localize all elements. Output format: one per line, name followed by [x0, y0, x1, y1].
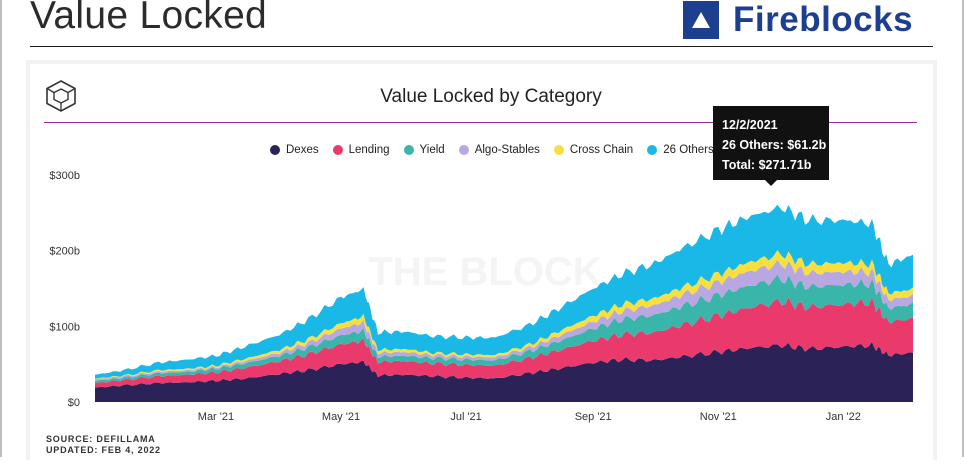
page-title: Value Locked	[30, 0, 268, 37]
legend-label: Lending	[348, 144, 390, 156]
brand-name: Fireblocks	[733, 0, 914, 39]
x-tick-label: Jul '21	[450, 411, 481, 423]
legend-label: Dexes	[286, 144, 319, 156]
legend-label: Cross Chain	[569, 144, 634, 156]
y-tick-label: $300b	[49, 170, 80, 182]
chart-title: Value Locked by Category	[380, 86, 602, 107]
area-series-algo-stables[interactable]	[95, 259, 913, 381]
chart-tooltip: 12/2/2021 26 Others: $61.2b Total: $271.…	[713, 106, 829, 180]
chart-legend: Dexes Lending Yield Algo-Stables Cross Chain…	[270, 144, 714, 156]
triangle-logo-icon	[683, 1, 719, 39]
legend-item[interactable]: Algo-Stables	[458, 144, 540, 156]
area-series-26-others[interactable]	[95, 204, 913, 379]
legend-swatch	[553, 145, 564, 155]
area-series-lending[interactable]	[95, 297, 913, 388]
x-tick-label: Jan '22	[826, 411, 861, 423]
y-tick-label: $0	[68, 397, 80, 409]
legend-label: 26 Others	[663, 144, 714, 156]
tooltip-pointer	[764, 179, 778, 186]
legend-swatch	[270, 145, 280, 155]
y-tick-label: $200b	[49, 246, 80, 258]
brand-logo: Fireblocks	[683, 0, 913, 40]
source-label: SOURCE: DEFILLAMA	[46, 434, 156, 444]
cube-icon	[46, 80, 76, 112]
chart-source: SOURCE: DEFILLAMA UPDATED: FEB 4, 2022	[46, 434, 161, 456]
area-series-dexes[interactable]	[95, 341, 913, 402]
legend-swatch	[332, 145, 343, 155]
tooltip-total: Total: $271.71b	[722, 158, 812, 172]
window-left-edge	[0, 0, 2, 457]
area-series-cross-chain[interactable]	[95, 250, 913, 380]
x-tick-label: Sep '21	[575, 411, 612, 423]
legend-item[interactable]: Cross Chain	[553, 144, 634, 156]
tooltip-series-value: 26 Others: $61.2b	[722, 138, 827, 152]
tooltip-date: 12/2/2021	[722, 118, 778, 132]
legend-label: Algo-Stables	[474, 144, 540, 156]
legend-swatch	[647, 145, 658, 155]
legend-item[interactable]: Dexes	[270, 144, 319, 156]
x-tick-label: Nov '21	[700, 411, 737, 423]
x-tick-label: May '21	[322, 411, 360, 423]
y-tick-label: $100b	[49, 321, 80, 333]
watermark: THE BLOCK	[368, 250, 601, 294]
legend-item[interactable]: Lending	[332, 144, 390, 156]
updated-label: UPDATED: FEB 4, 2022	[46, 445, 161, 455]
legend-swatch	[403, 145, 414, 155]
legend-label: Yield	[419, 144, 445, 156]
x-tick-label: Mar '21	[198, 411, 234, 423]
legend-item[interactable]: 26 Others	[647, 144, 714, 156]
legend-item[interactable]: Yield	[403, 144, 445, 156]
header-divider	[30, 46, 933, 47]
area-series-yield[interactable]	[95, 274, 913, 384]
chart-title-divider	[44, 122, 917, 123]
legend-swatch	[458, 145, 469, 155]
window-right-edge	[962, 0, 964, 457]
